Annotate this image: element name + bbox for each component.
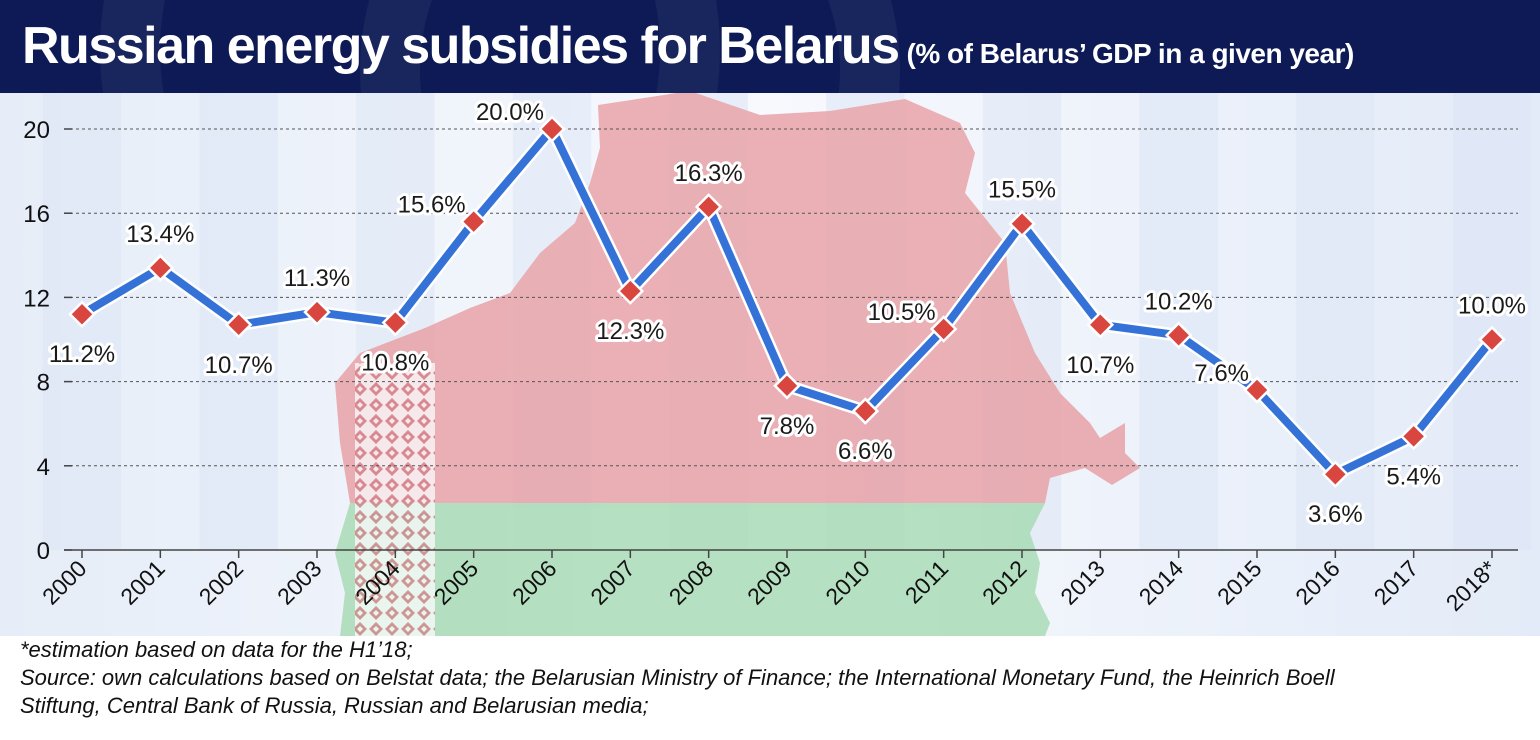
footnote-estimation: *estimation based on data for the H1’18; — [20, 637, 413, 662]
data-point-marker — [1478, 325, 1506, 354]
data-point-marker — [303, 298, 331, 326]
data-label: 20.0% — [476, 99, 544, 126]
y-tick-label: 8 — [37, 370, 50, 397]
flag-ornament-band — [355, 363, 435, 636]
y-tick-label: 0 — [37, 538, 50, 565]
data-label: 7.8% — [760, 413, 815, 440]
data-point-marker — [68, 300, 96, 329]
data-label: 10.5% — [868, 299, 936, 326]
footnote-source: Source: own calculations based on Belsta… — [20, 665, 1335, 690]
data-label: 7.6% — [1194, 360, 1249, 387]
data-point-marker — [146, 254, 175, 282]
data-label: 5.4% — [1386, 463, 1441, 490]
footnote-source-cont: Stiftung, Central Bank of Russia, Russia… — [20, 693, 649, 718]
data-point-marker — [1321, 460, 1350, 488]
data-label: 10.8% — [361, 350, 429, 377]
data-label: 11.2% — [49, 341, 115, 368]
data-point-marker — [851, 397, 880, 425]
data-point-marker — [1086, 310, 1115, 339]
column-stripe — [1139, 93, 1218, 550]
data-label: 15.5% — [988, 177, 1056, 204]
data-point-marker — [694, 193, 723, 221]
map-green-region — [335, 503, 1050, 636]
belarus-map-flag — [335, 93, 1140, 636]
header-banner: Russian energy subsidies for Belarus (% o… — [0, 0, 1540, 93]
data-point-marker — [616, 277, 645, 305]
decorative-ring — [360, 0, 900, 93]
data-point-marker — [381, 308, 410, 337]
data-label: 10.2% — [1145, 288, 1213, 315]
data-point-marker — [773, 372, 801, 400]
data-label: 11.3% — [284, 265, 350, 292]
data-label: 13.4% — [126, 221, 194, 248]
chart-subtitle: (% of Belarus’ GDP in a given year) — [906, 38, 1355, 69]
data-point-marker — [538, 115, 566, 143]
data-point-marker — [929, 315, 958, 343]
data-point-marker — [224, 310, 253, 339]
data-label: 12.3% — [596, 318, 664, 345]
series-markers — [68, 115, 1506, 488]
map-red-region — [335, 93, 1140, 503]
data-label: 3.6% — [1308, 501, 1363, 528]
data-label: 15.6% — [398, 192, 466, 219]
data-label: 10.0% — [1458, 293, 1526, 320]
column-stripe — [1452, 93, 1532, 550]
data-label: 16.3% — [675, 160, 743, 187]
data-label: 10.7% — [1066, 352, 1134, 379]
footnotes: *estimation based on data for the H1’18;… — [20, 636, 1520, 720]
y-tick-label: 4 — [37, 454, 50, 481]
data-point-marker — [1399, 422, 1428, 451]
y-axis: 0 4 8 12 16 20 — [23, 117, 72, 565]
data-point-marker — [459, 207, 488, 236]
data-label: 6.6% — [838, 438, 893, 465]
data-label: 10.7% — [205, 352, 273, 379]
chart-title-text: Russian energy subsidies for Belarus — [22, 17, 900, 75]
data-point-marker — [1164, 321, 1193, 350]
y-tick-label: 16 — [23, 201, 50, 228]
data-labels: 11.2% 13.4% 10.7% 11.3% 10.8% 15.6% 20.0% 12.3%… — [46, 96, 1529, 531]
data-point-marker — [1243, 376, 1271, 404]
chart-title: Russian energy subsidies for Belarus (% o… — [22, 14, 1354, 86]
y-tick-label: 12 — [23, 285, 50, 312]
y-tick-label: 20 — [23, 117, 50, 144]
data-point-marker — [1008, 209, 1036, 238]
